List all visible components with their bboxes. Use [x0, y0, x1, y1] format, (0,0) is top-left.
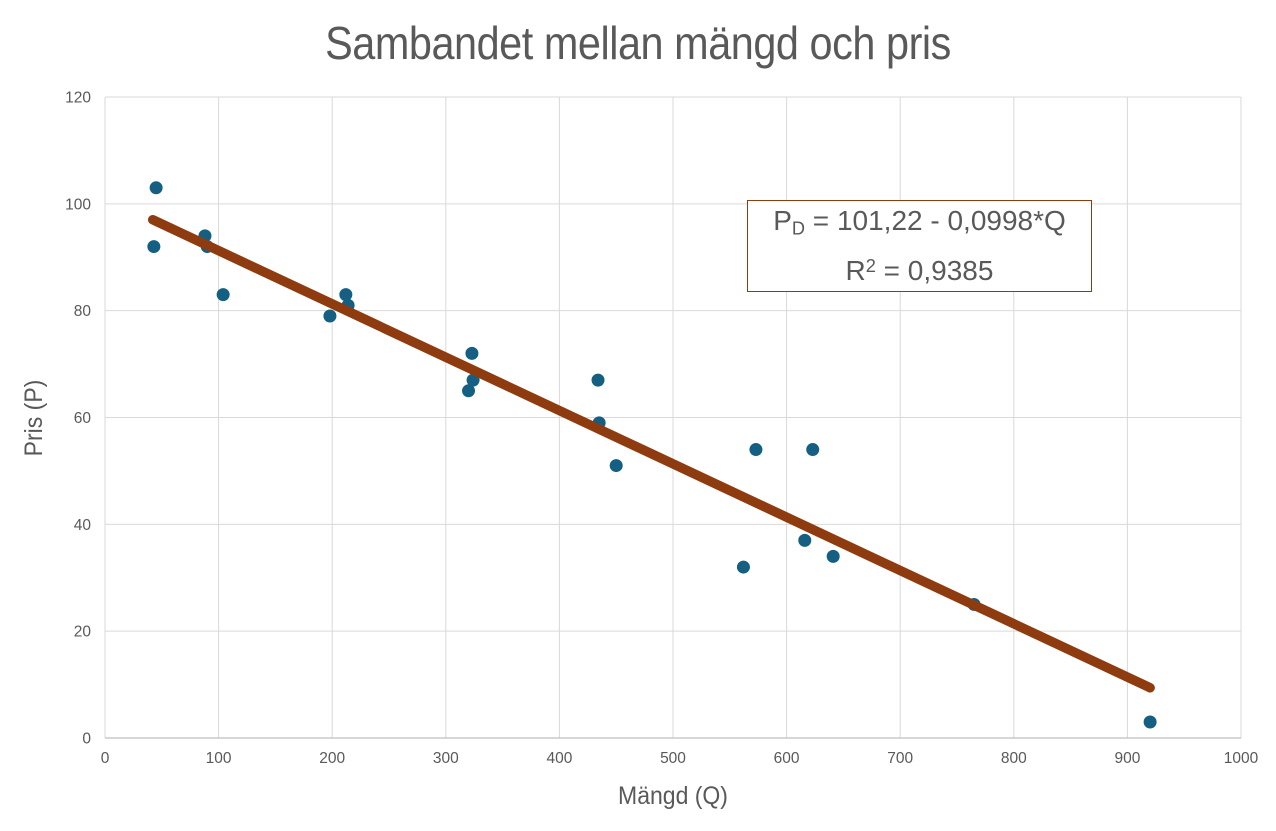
r-squared-line: R2 = 0,9385: [846, 247, 994, 290]
data-point: [826, 549, 840, 563]
r-superscript: 2: [865, 256, 876, 277]
y-tick-label: 20: [74, 624, 92, 641]
equation-p-subscript: D: [791, 218, 806, 239]
data-point: [147, 240, 161, 254]
y-axis-title: Pris (P): [20, 379, 48, 457]
data-point: [798, 533, 812, 547]
y-tick-label: 100: [65, 196, 91, 213]
r-squared-value: = 0,9385: [875, 255, 994, 287]
data-point: [323, 309, 337, 323]
y-tick-label: 40: [74, 517, 92, 534]
x-tick-label: 100: [206, 750, 232, 767]
x-tick-label: 800: [1001, 750, 1027, 767]
y-tick-label: 0: [82, 731, 91, 748]
x-tick-label: 500: [660, 750, 686, 767]
data-point: [591, 373, 605, 387]
y-tick-label: 60: [74, 410, 92, 427]
data-point: [149, 181, 163, 195]
data-point: [465, 346, 479, 360]
x-tick-label: 1000: [1224, 750, 1259, 767]
chart-title: Sambandet mellan mängd och pris: [325, 17, 951, 69]
x-tick-label: 400: [546, 750, 572, 767]
x-tick-label: 600: [774, 750, 800, 767]
x-tick-label: 200: [319, 750, 345, 767]
x-tick-label: 300: [433, 750, 459, 767]
x-tick-label: 700: [887, 750, 913, 767]
data-point: [466, 373, 480, 387]
y-tick-label: 80: [74, 303, 92, 320]
data-point: [462, 384, 476, 398]
data-point: [806, 443, 820, 457]
data-point: [216, 288, 230, 302]
equation-expression: = 101,22 - 0,0998*Q: [805, 204, 1066, 236]
data-point: [339, 288, 353, 302]
data-point: [609, 459, 623, 473]
y-tick-label: 120: [65, 90, 91, 107]
x-tick-label: 900: [1114, 750, 1140, 767]
x-tick-label: 0: [101, 750, 110, 767]
trendline-equation-box: PD = 101,22 - 0,0998*Q R2 = 0,9385: [747, 200, 1092, 292]
r-symbol: R: [845, 255, 866, 287]
equation-p-symbol: P: [773, 204, 792, 236]
data-point: [736, 560, 750, 574]
x-axis-title: Mängd (Q): [618, 782, 728, 810]
equation-line: PD = 101,22 - 0,0998*Q: [773, 202, 1066, 248]
data-point: [749, 443, 763, 457]
trendline: [147, 214, 1155, 693]
data-point: [1143, 715, 1157, 729]
